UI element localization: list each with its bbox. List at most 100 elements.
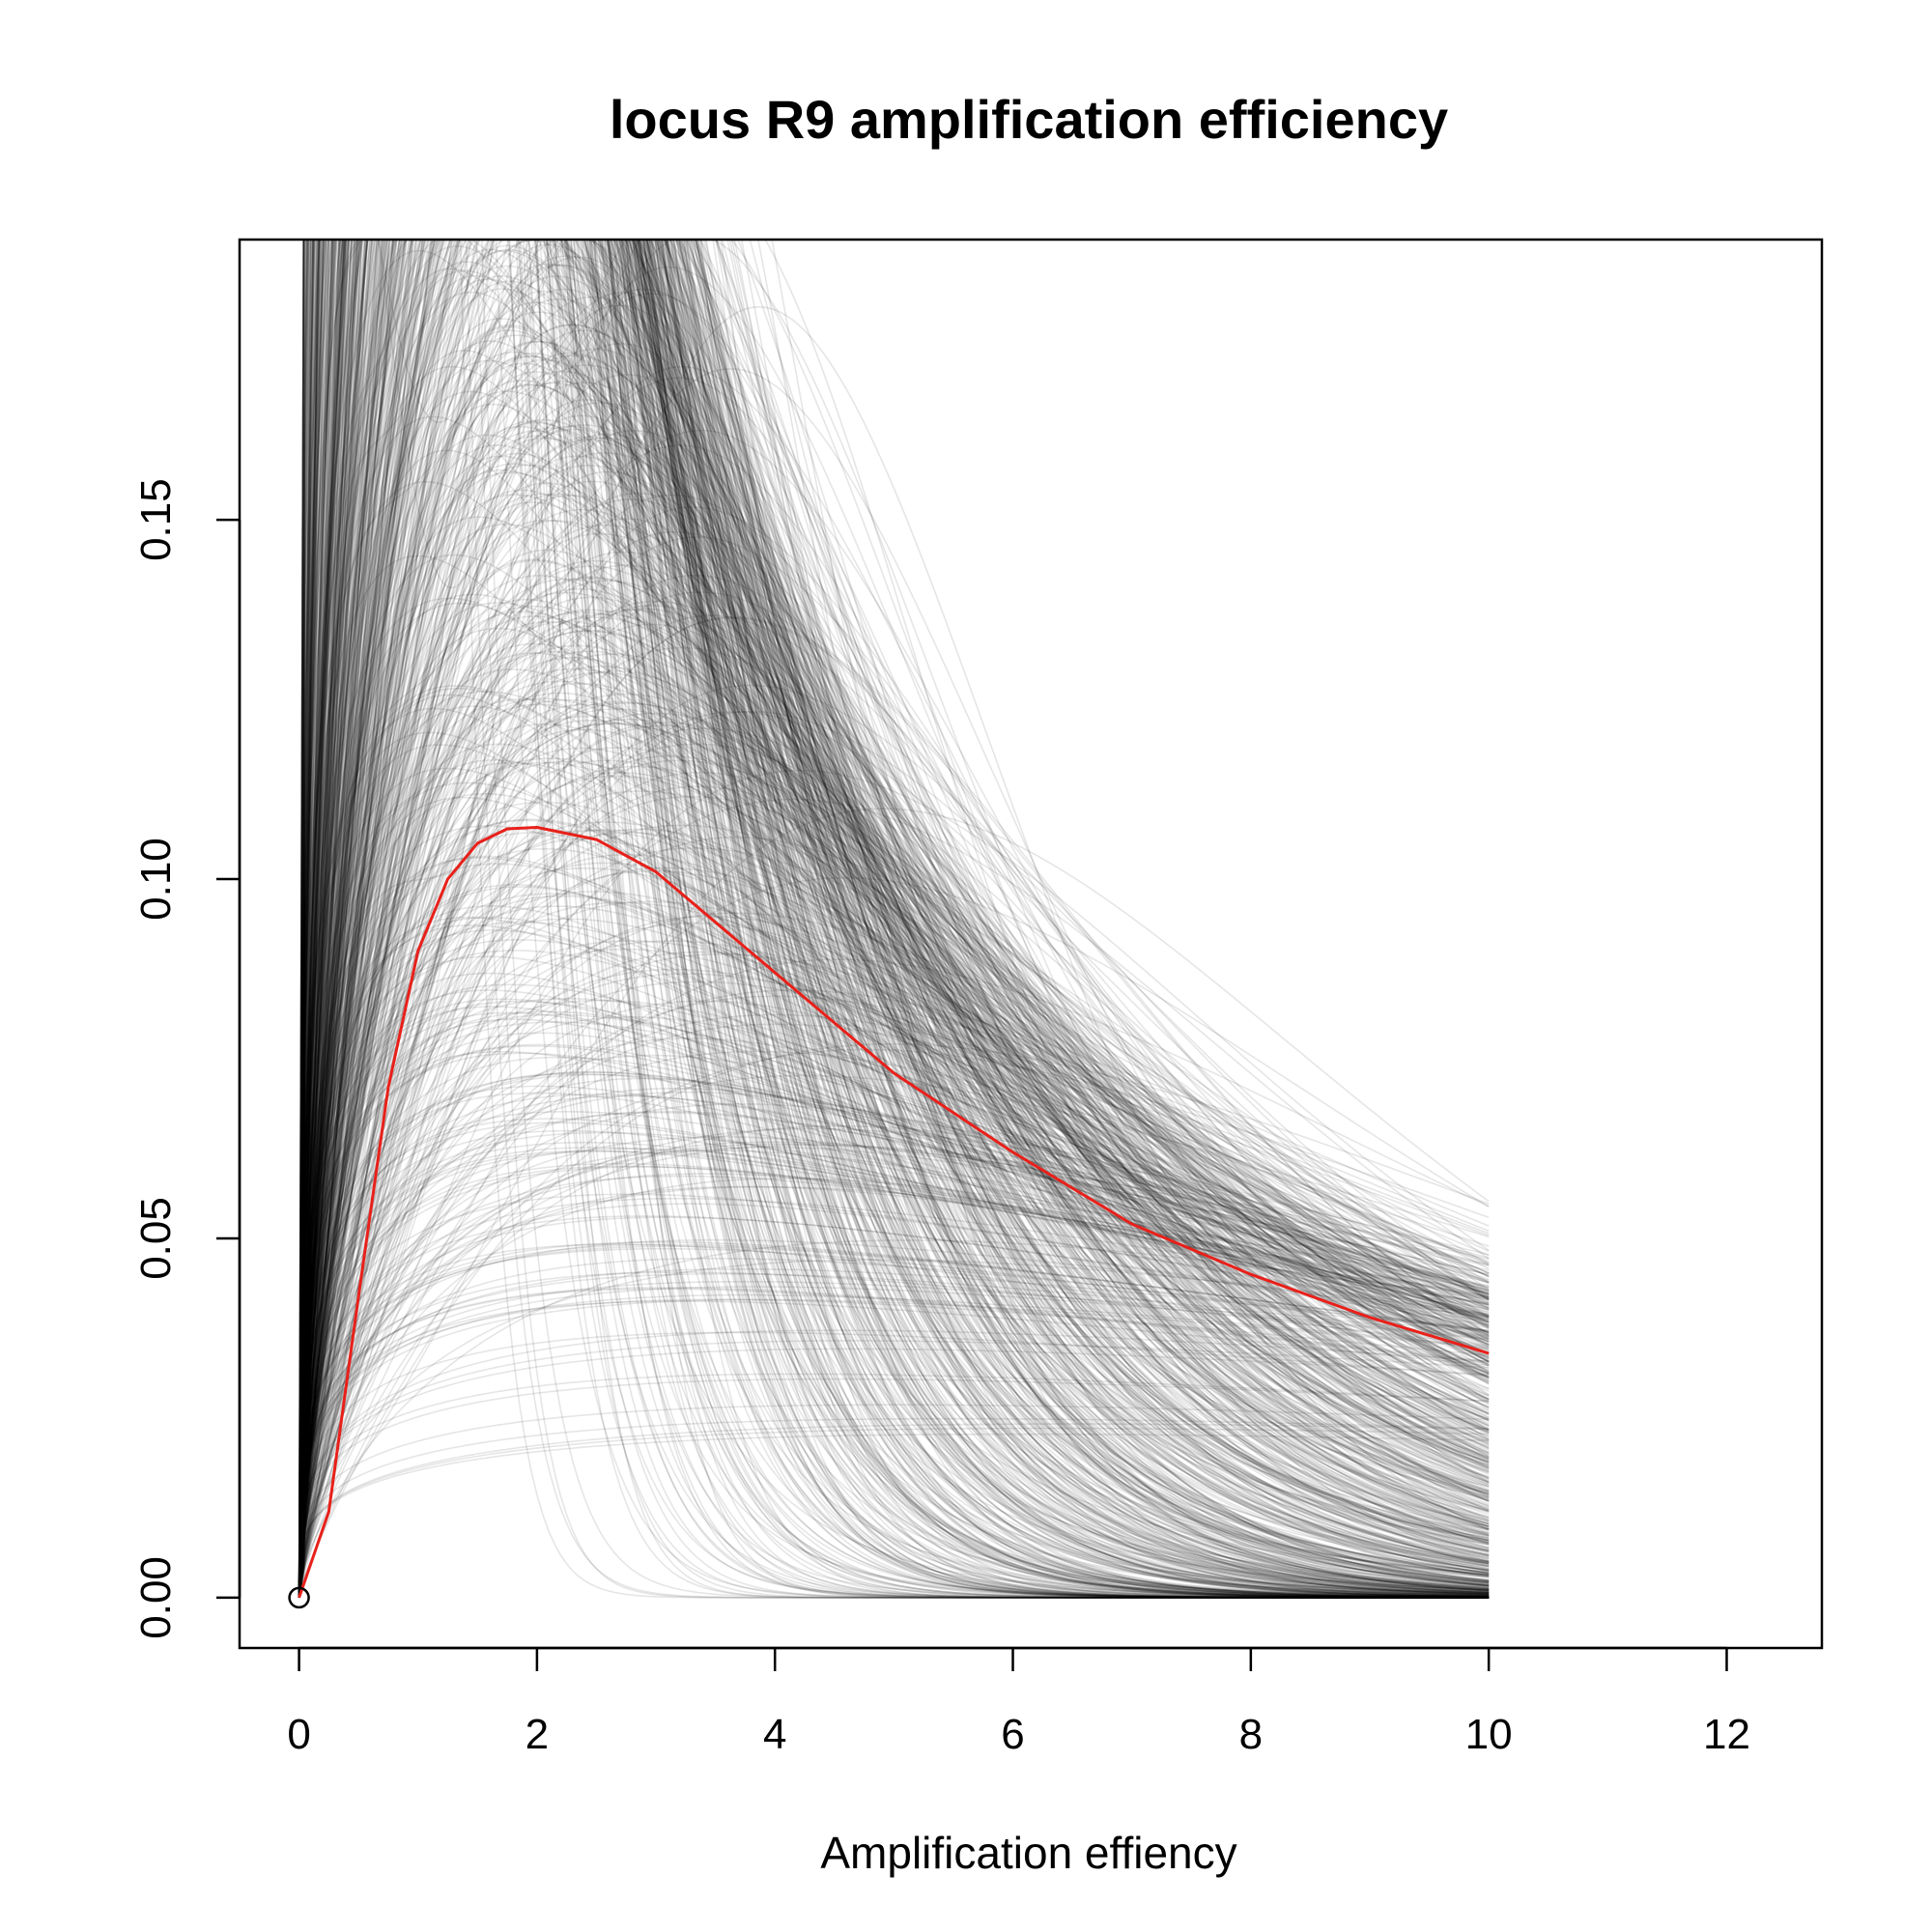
posterior-draw-line [298,240,1490,1598]
posterior-draw-line [298,828,1490,1598]
posterior-draw-line [298,240,1490,1599]
posterior-draw-line [298,1056,1490,1598]
posterior-draw-line [298,240,1490,1598]
posterior-draw-line [298,240,1490,1598]
posterior-draw-line [298,240,1490,1599]
x-tick-label: 6 [1001,1711,1024,1758]
posterior-draw-line [298,240,1490,1598]
posterior-draw-line [298,240,1490,1598]
posterior-draw-line [298,1241,1490,1598]
posterior-draw-line [298,240,1490,1599]
posterior-draw-line [298,240,1490,1598]
posterior-draw-line [298,317,1490,1598]
y-tick-label: 0.00 [132,1556,180,1639]
x-axis-label: Amplification effiency [820,1828,1236,1878]
posterior-draw-line [298,715,1490,1598]
posterior-draw-line [298,240,1490,1598]
posterior-draw-line [298,240,1490,1598]
posterior-draw-line [298,240,1490,1598]
posterior-draw-line [298,266,1490,1598]
posterior-draw-line [298,240,1490,1598]
posterior-draw-line [298,240,1490,1598]
posterior-draw-line [298,1165,1490,1598]
posterior-draw-line [298,723,1490,1598]
posterior-draw-line [298,240,1490,1598]
posterior-draw-line [298,240,1490,1599]
posterior-draw-line [298,240,1490,1599]
y-tick-label: 0.05 [132,1197,180,1280]
posterior-draw-line [298,620,1490,1598]
posterior-draw-line [298,373,1490,1598]
posterior-draw-line [298,240,1490,1598]
posterior-draw-line [298,652,1490,1598]
y-tick-label: 0.15 [132,478,180,561]
posterior-draw-line [298,240,1490,1598]
posterior-draw-line [298,418,1490,1598]
posterior-draw-line [298,240,1490,1599]
posterior-draw-line [298,355,1490,1598]
posterior-draw-line [298,240,1490,1599]
posterior-draw-line [298,240,1490,1598]
posterior-draw-line [298,470,1490,1599]
posterior-draw-line [298,240,1490,1598]
posterior-draw-line [298,710,1490,1598]
posterior-draw-line [298,798,1490,1598]
x-tick-label: 12 [1703,1711,1750,1758]
posterior-draw-line [298,723,1490,1598]
posterior-draw-line [298,355,1490,1598]
posterior-draw-line [298,493,1490,1598]
posterior-draw-line [298,1166,1490,1598]
posterior-draw-line [298,398,1490,1598]
posterior-draw-line [298,370,1490,1598]
posterior-draw-line [298,430,1490,1598]
posterior-draw-line [298,240,1490,1599]
posterior-draw-line [298,240,1490,1599]
posterior-draw-line [298,489,1490,1598]
x-tick-label: 2 [526,1711,549,1758]
posterior-draw-line [298,1404,1490,1598]
posterior-draw-line [298,240,1490,1599]
posterior-draw-line [298,255,1490,1598]
posterior-draw-line [298,240,1490,1598]
posterior-draw-line [298,240,1490,1599]
posterior-draw-line [298,240,1490,1598]
posterior-draw-line [298,240,1490,1598]
posterior-draw-line [298,240,1490,1598]
posterior-draw-line [298,240,1490,1598]
posterior-draw-line [298,240,1490,1598]
posterior-draw-line [298,684,1490,1599]
posterior-draw-line [298,240,1490,1598]
posterior-draw-line [298,351,1490,1598]
posterior-draw-line [298,611,1490,1598]
posterior-draw-line [298,240,1490,1598]
posterior-draw-line [298,240,1490,1598]
posterior-draw-line [298,240,1490,1598]
posterior-draw-line [298,616,1490,1598]
posterior-draw-line [298,240,1490,1598]
posterior-draw-line [298,240,1490,1598]
posterior-draw-line [298,240,1490,1599]
posterior-draw-line [298,240,1490,1598]
posterior-draw-line [298,240,1490,1598]
posterior-draw-line [298,240,1490,1599]
posterior-draw-line [298,240,1490,1598]
posterior-draw-line [298,609,1490,1598]
posterior-draw-line [298,455,1490,1598]
posterior-draw-line [298,240,1490,1599]
posterior-draw-line [298,256,1490,1598]
posterior-draw-line [298,240,1490,1598]
posterior-draw-line [298,240,1490,1598]
posterior-draw-line [298,1077,1490,1598]
posterior-draw-line [298,240,1490,1598]
posterior-draw-line [298,240,1490,1598]
posterior-draw-line [298,240,1490,1598]
posterior-draw-line [298,719,1490,1598]
posterior-draw-line [298,240,1490,1598]
posterior-draw-line [298,785,1490,1599]
posterior-draw-line [298,690,1490,1598]
x-tick-label: 0 [287,1711,310,1758]
posterior-draw-line [298,492,1490,1599]
posterior-draw-line [298,240,1490,1599]
posterior-draw-line [298,240,1490,1598]
posterior-draw-line [298,240,1490,1598]
